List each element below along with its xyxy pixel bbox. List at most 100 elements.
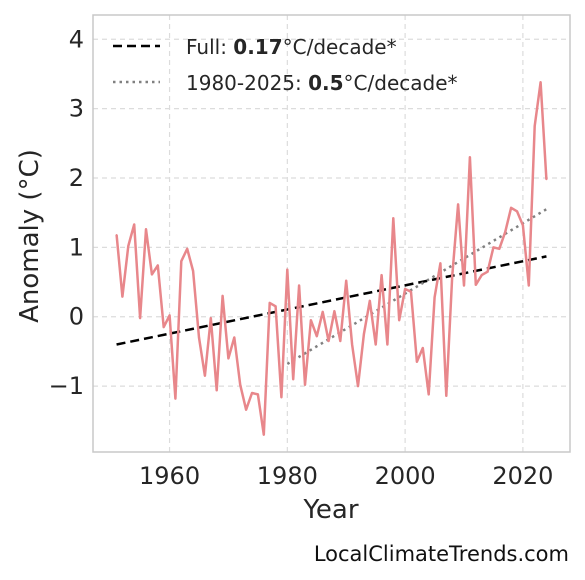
- anomaly-point: [333, 310, 336, 313]
- legend-recent-prefix: 1980-2025:: [186, 71, 308, 95]
- x-tick-label: 1960: [139, 462, 200, 490]
- anomaly-point: [227, 357, 230, 360]
- anomaly-point: [174, 397, 177, 400]
- legend-full-unit: °C/decade*: [283, 35, 397, 59]
- anomaly-point: [274, 305, 277, 308]
- anomaly-line: [115, 81, 548, 436]
- anomaly-point: [492, 246, 495, 249]
- anomaly-point: [339, 340, 342, 342]
- recent-trend-line: [286, 208, 548, 365]
- anomaly-point: [362, 333, 365, 335]
- anomaly-point: [203, 374, 206, 377]
- anomaly-point: [262, 433, 265, 436]
- anomaly-point: [521, 224, 524, 227]
- anomaly-point: [368, 299, 371, 302]
- anomaly-series: [115, 81, 548, 436]
- anomaly-point: [180, 260, 183, 263]
- anomaly-point: [309, 319, 312, 322]
- x-axis-title: Year: [302, 495, 358, 525]
- x-tick-label: 2000: [375, 462, 436, 490]
- anomaly-point: [357, 385, 359, 388]
- anomaly-point: [527, 284, 530, 287]
- legend-full-rate: 0.17: [233, 35, 282, 59]
- anomaly-point: [145, 228, 147, 231]
- anomaly-point: [380, 274, 383, 277]
- anomaly-point: [192, 270, 195, 272]
- anomaly-point: [139, 317, 142, 320]
- anomaly-point: [198, 336, 200, 339]
- anomaly-point: [133, 223, 136, 226]
- anomaly-point: [468, 156, 471, 159]
- y-tick-label: 4: [69, 25, 84, 53]
- y-tick-label: 1: [69, 233, 84, 261]
- plot-frame: [92, 14, 571, 453]
- anomaly-point: [427, 393, 430, 396]
- legend: Full: 0.17°C/decade* 1980-2025: 0.5°C/de…: [113, 35, 458, 95]
- anomaly-point: [121, 295, 124, 298]
- grid: [93, 15, 570, 452]
- anomaly-point: [286, 268, 289, 271]
- anomaly-point: [256, 393, 259, 396]
- anomaly-point: [186, 247, 189, 250]
- legend-recent-trend-label: 1980-2025: 0.5°C/decade*: [186, 71, 458, 95]
- anomaly-point: [209, 317, 212, 320]
- anomaly-point: [545, 178, 548, 181]
- anomaly-point: [445, 394, 448, 397]
- anomaly-point: [457, 203, 460, 206]
- x-tick-label: 1980: [257, 462, 318, 490]
- x-tick-labels: 1960 1980 2000 2020: [139, 462, 553, 490]
- y-axis-title: Anomaly (°C): [15, 149, 45, 323]
- anomaly-point: [463, 284, 465, 287]
- anomaly-point: [351, 343, 354, 346]
- anomaly-point: [474, 283, 477, 286]
- anomaly-point: [321, 310, 324, 313]
- y-tick-label: 2: [69, 164, 84, 192]
- anomaly-point: [280, 396, 283, 399]
- anomaly-point: [516, 210, 518, 213]
- legend-recent-rate: 0.5: [308, 71, 343, 95]
- anomaly-point: [392, 217, 395, 220]
- legend-full-prefix: Full:: [186, 35, 233, 59]
- anomaly-point: [539, 81, 542, 84]
- anomaly-point: [268, 301, 271, 304]
- anomaly-point: [498, 247, 501, 250]
- anomaly-point: [415, 360, 418, 363]
- legend-full-trend-label: Full: 0.17°C/decade*: [186, 35, 397, 59]
- anomaly-point: [439, 262, 442, 265]
- anomaly-point: [168, 314, 171, 317]
- anomaly-point: [504, 231, 507, 234]
- legend-recent-unit: °C/decade*: [344, 71, 458, 95]
- anomaly-point: [315, 335, 318, 338]
- anomaly-point: [245, 408, 248, 411]
- anomaly-point: [221, 295, 224, 297]
- y-tick-labels: −1 0 1 2 3 4: [49, 25, 84, 400]
- anomaly-point: [398, 319, 401, 322]
- y-tick-label: 3: [69, 95, 84, 123]
- anomaly-point: [433, 296, 436, 299]
- anomaly-point: [239, 383, 242, 386]
- anomaly-point: [251, 392, 253, 394]
- anomaly-point: [327, 340, 330, 342]
- anomaly-point: [150, 273, 153, 276]
- anomaly-point: [298, 284, 301, 287]
- anomaly-point: [533, 125, 536, 127]
- anomaly-point: [162, 326, 165, 329]
- anomaly-point: [156, 264, 159, 267]
- x-tick-label: 2020: [492, 462, 553, 490]
- anomaly-point: [451, 275, 454, 278]
- anomaly-point: [404, 288, 407, 290]
- anomaly-point: [345, 279, 348, 282]
- anomaly-point: [486, 270, 489, 273]
- anomaly-point: [233, 336, 236, 339]
- anomaly-point: [480, 274, 483, 277]
- site-watermark: LocalClimateTrends.com: [314, 542, 569, 566]
- y-tick-label: −1: [49, 372, 84, 400]
- anomaly-point: [410, 290, 412, 293]
- y-tick-label: 0: [69, 303, 84, 331]
- anomaly-point: [127, 245, 130, 247]
- anomaly-point: [386, 343, 389, 346]
- anomaly-point: [374, 343, 377, 346]
- anomaly-point: [421, 347, 424, 349]
- anomaly-point: [304, 383, 306, 386]
